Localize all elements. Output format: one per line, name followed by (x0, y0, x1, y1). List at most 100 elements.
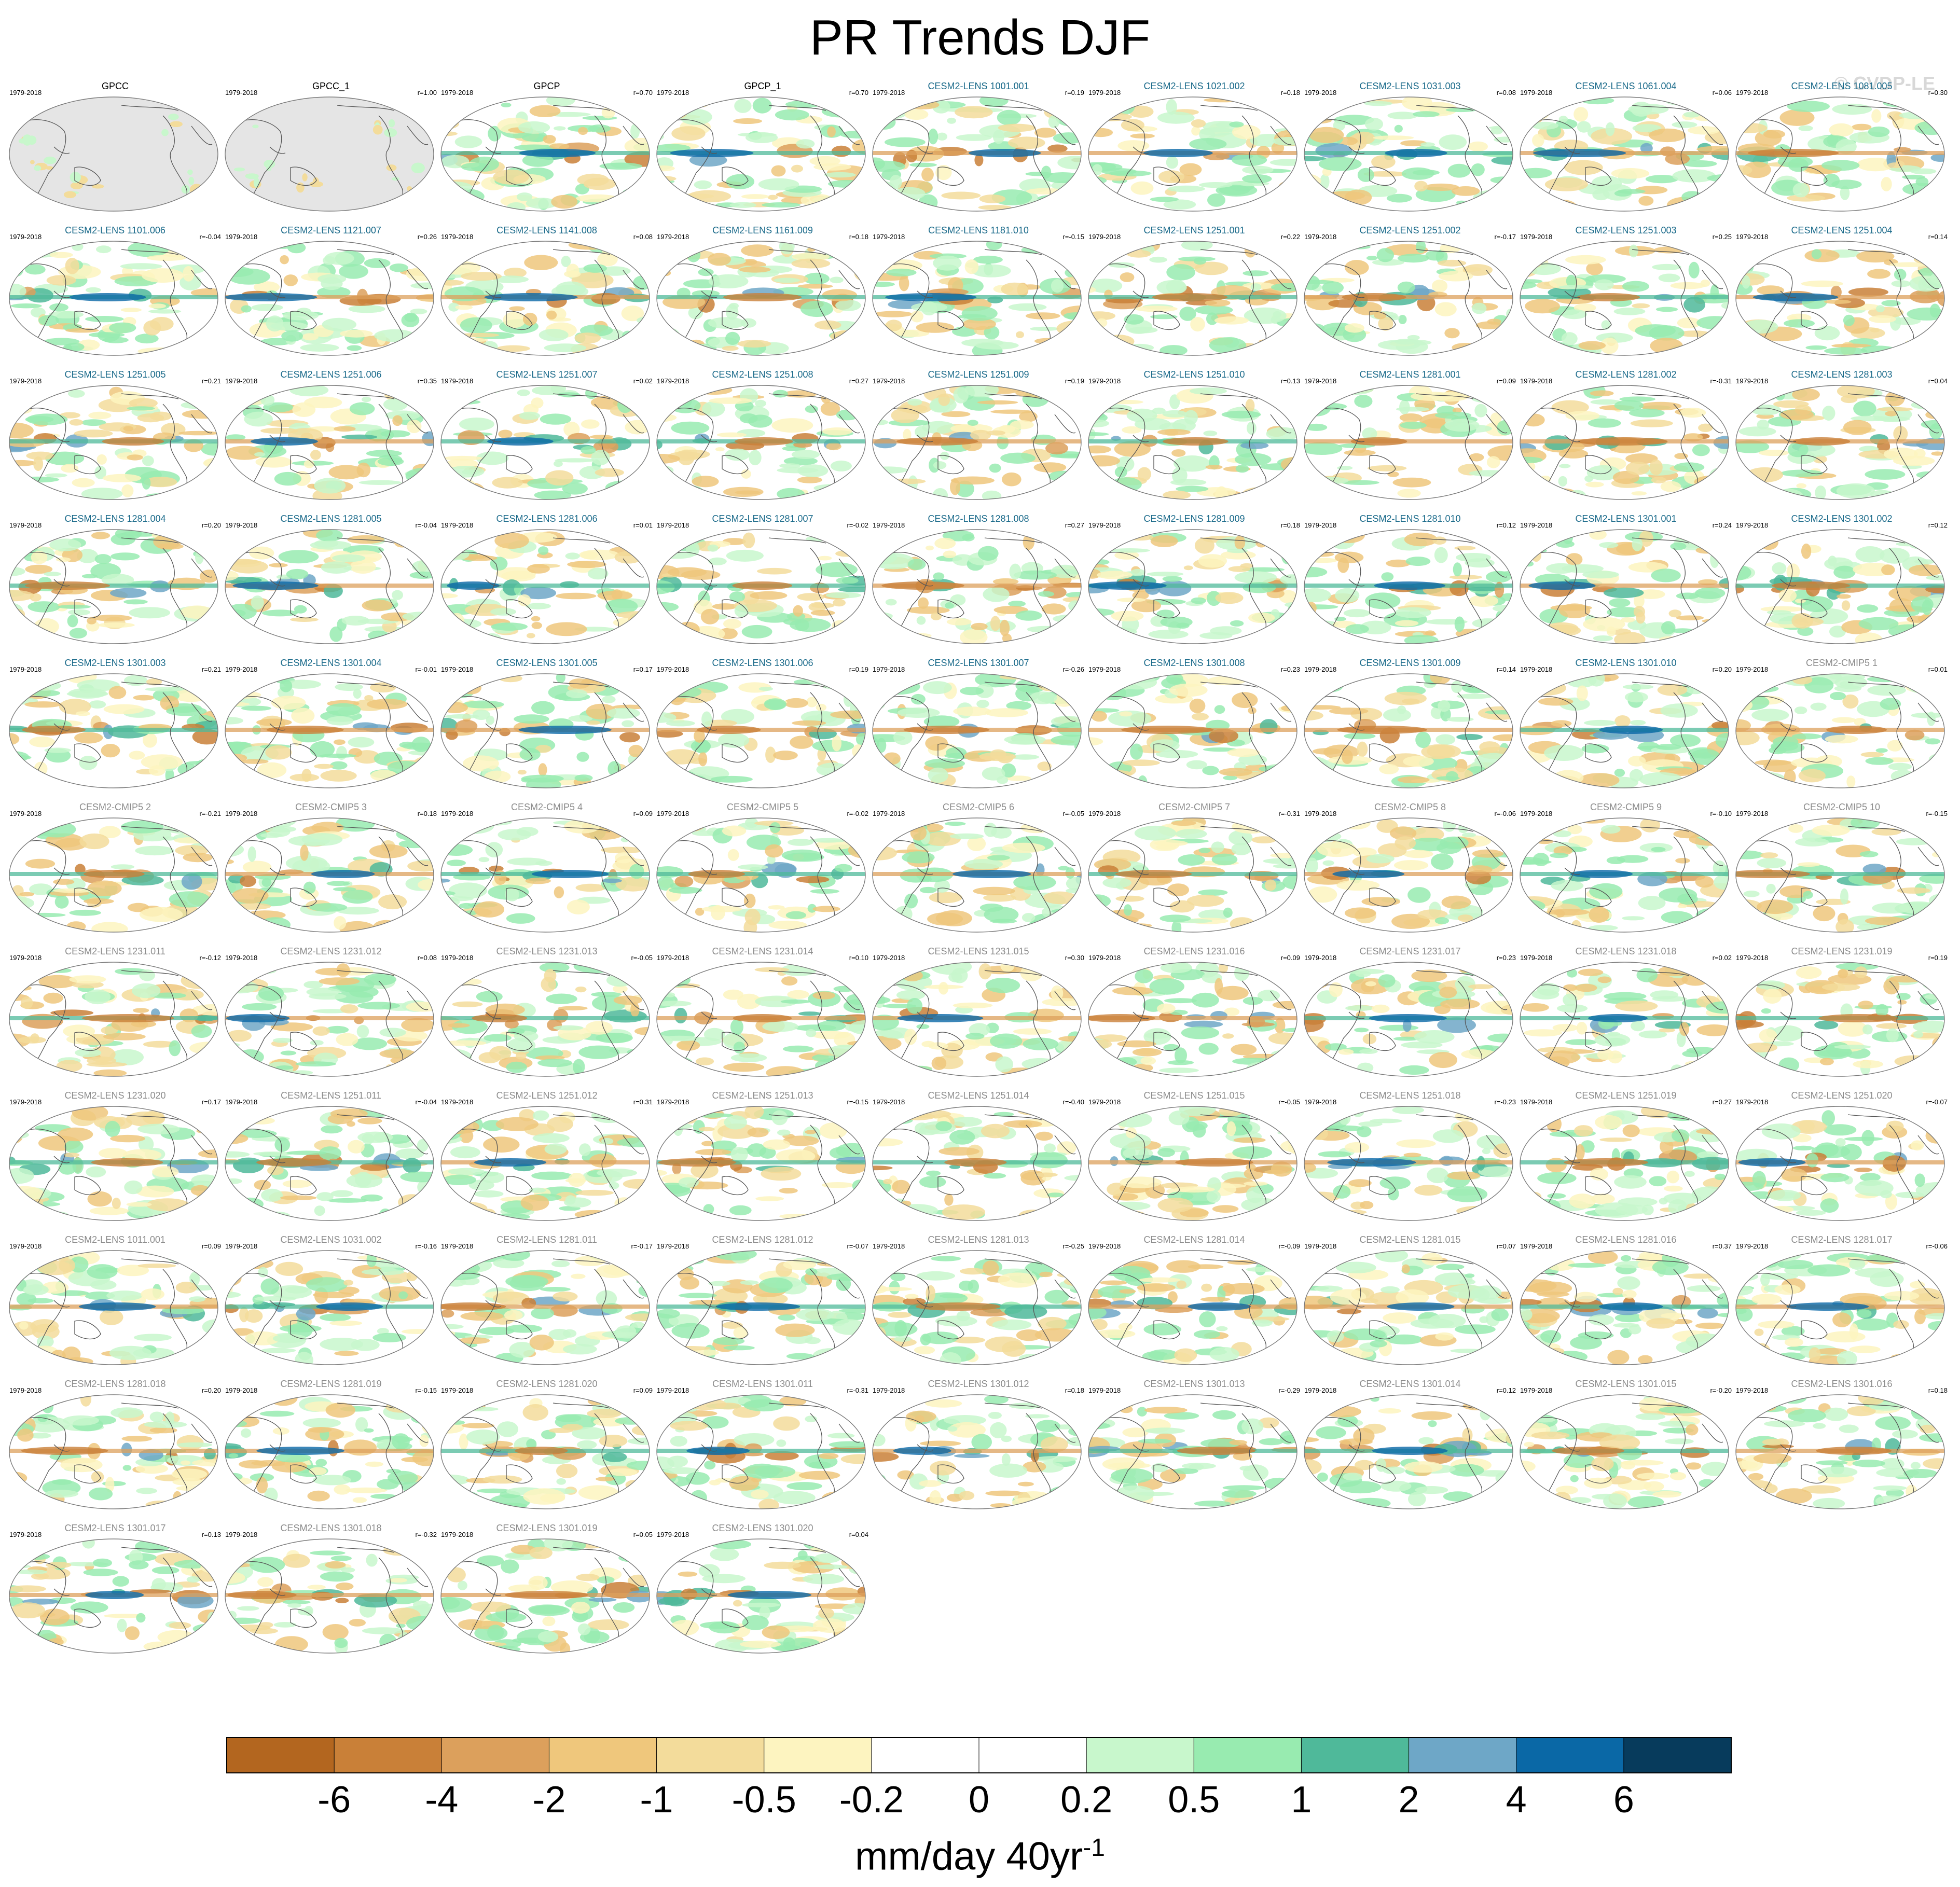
panel-period: 1979-2018 (1088, 89, 1121, 96)
panel-period: 1979-2018 (873, 377, 905, 385)
map-panel: CESM2-LENS 1301.020 1979-2018 r=0.04 (655, 1522, 871, 1658)
robinson-map (1088, 1394, 1298, 1509)
panel-title: CESM2-LENS 1281.006 (496, 514, 598, 524)
panel-title: CESM2-LENS 1251.019 (1575, 1090, 1677, 1101)
map-panel: CESM2-LENS 1011.001 1979-2018 r=0.09 (7, 1234, 223, 1370)
panel-period: 1979-2018 (1088, 954, 1121, 962)
panel-title: CESM2-LENS 1061.004 (1575, 81, 1677, 91)
panel-period: 1979-2018 (657, 521, 689, 529)
panel-correlation: r=-0.05 (1278, 1098, 1300, 1106)
panel-title: CESM2-LENS 1301.017 (64, 1523, 166, 1533)
panel-period: 1979-2018 (225, 1386, 258, 1394)
panel-title: CESM2-LENS 1181.010 (928, 225, 1029, 235)
robinson-map (440, 1106, 650, 1221)
robinson-map (225, 529, 434, 644)
map-panel: CESM2-LENS 1281.010 1979-2018 r=0.12 (1302, 513, 1518, 649)
map-panel: CESM2-LENS 1231.018 1979-2018 r=0.02 (1518, 946, 1734, 1081)
panel-period: 1979-2018 (441, 1098, 474, 1106)
panel-title: CESM2-LENS 1251.012 (496, 1090, 598, 1101)
panel-title: CESM2-LENS 1301.006 (712, 658, 813, 668)
robinson-map (440, 385, 650, 500)
robinson-map (9, 1538, 218, 1654)
panel-title: CESM2-LENS 1281.003 (1791, 369, 1893, 380)
panel-title: CESM2-LENS 1301.020 (712, 1523, 813, 1533)
panel-period: 1979-2018 (1736, 954, 1769, 962)
panel-correlation: r=1.00 (417, 89, 437, 96)
colorbar-tick-label: 0.5 (1168, 1779, 1220, 1821)
panel-correlation: r=-0.15 (1926, 810, 1948, 817)
panel-period: 1979-2018 (1520, 89, 1553, 96)
colorbar-swatch (1301, 1738, 1410, 1773)
panel-title: GPCP (533, 81, 560, 91)
robinson-map (1735, 673, 1945, 788)
panel-period: 1979-2018 (441, 954, 474, 962)
panel-title: CESM2-LENS 1281.007 (712, 514, 813, 524)
robinson-map (440, 817, 650, 933)
panel-period: 1979-2018 (1088, 1242, 1121, 1250)
panel-correlation: r=-0.21 (199, 810, 221, 817)
robinson-map (9, 529, 218, 644)
robinson-map (872, 1394, 1082, 1509)
robinson-map (440, 241, 650, 356)
robinson-map (1088, 1250, 1298, 1365)
map-panel: CESM2-LENS 1301.010 1979-2018 r=0.20 (1518, 657, 1734, 793)
panel-correlation: r=-0.04 (199, 233, 221, 241)
panel-title: CESM2-CMIP5 6 (942, 802, 1015, 812)
robinson-map (656, 529, 866, 644)
colorbar-swatch (764, 1738, 872, 1773)
robinson-map (1520, 96, 1729, 212)
panel-title: CESM2-LENS 1251.004 (1791, 225, 1893, 235)
panel-period: 1979-2018 (657, 665, 689, 673)
map-panel: CESM2-LENS 1281.011 1979-2018 r=-0.17 (439, 1234, 655, 1370)
panel-period: 1979-2018 (441, 89, 474, 96)
panel-correlation: r=0.18 (1928, 1386, 1948, 1394)
panel-period: 1979-2018 (873, 1242, 905, 1250)
panel-period: 1979-2018 (657, 89, 689, 96)
watermark: © CVDP-LE (1834, 73, 1935, 94)
panel-correlation: r=-0.31 (847, 1386, 868, 1394)
map-panel: CESM2-LENS 1281.007 1979-2018 r=-0.02 (655, 513, 871, 649)
panel-title: CESM2-LENS 1301.014 (1359, 1379, 1461, 1389)
panel-correlation: r=0.22 (1280, 233, 1300, 241)
robinson-map (9, 1106, 218, 1221)
panel-correlation: r=0.02 (1712, 954, 1732, 962)
panel-period: 1979-2018 (657, 377, 689, 385)
robinson-map (1304, 1106, 1513, 1221)
robinson-map (225, 385, 434, 500)
panel-period: 1979-2018 (441, 665, 474, 673)
panel-correlation: r=0.09 (1496, 377, 1516, 385)
panel-correlation: r=0.20 (1712, 665, 1732, 673)
map-panel: CESM2-LENS 1281.009 1979-2018 r=0.18 (1086, 513, 1302, 649)
panel-title: CESM2-LENS 1251.008 (712, 369, 813, 380)
panel-correlation: r=0.18 (1280, 521, 1300, 529)
panel-period: 1979-2018 (1736, 810, 1769, 817)
panel-period: 1979-2018 (9, 1242, 42, 1250)
robinson-map (656, 241, 866, 356)
panel-title: CESM2-LENS 1231.011 (65, 946, 165, 956)
colorbar-swatch (441, 1738, 549, 1773)
panel-period: 1979-2018 (657, 1242, 689, 1250)
robinson-map (1735, 385, 1945, 500)
robinson-map (872, 1106, 1082, 1221)
panel-period: 1979-2018 (1736, 1386, 1769, 1394)
panel-period: 1979-2018 (657, 1386, 689, 1394)
panel-period: 1979-2018 (1520, 1242, 1553, 1250)
map-panel: CESM2-LENS 1251.002 1979-2018 r=-0.17 (1302, 225, 1518, 360)
panel-period: 1979-2018 (1088, 810, 1121, 817)
map-panel: CESM2-LENS 1061.004 1979-2018 r=0.06 (1518, 80, 1734, 216)
panel-title: CESM2-LENS 1301.011 (712, 1379, 813, 1389)
map-panel: CESM2-LENS 1281.006 1979-2018 r=0.01 (439, 513, 655, 649)
robinson-map (440, 962, 650, 1077)
panel-period: 1979-2018 (1088, 665, 1121, 673)
map-panel: CESM2-LENS 1281.001 1979-2018 r=0.09 (1302, 369, 1518, 505)
robinson-map (1735, 1250, 1945, 1365)
panel-correlation: r=-0.17 (1494, 233, 1516, 241)
map-panel: CESM2-LENS 1281.019 1979-2018 r=-0.15 (223, 1378, 439, 1514)
robinson-map (872, 962, 1082, 1077)
panel-correlation: r=-0.07 (847, 1242, 868, 1250)
robinson-map (1088, 1106, 1298, 1221)
map-panel: CESM2-LENS 1231.016 1979-2018 r=0.09 (1086, 946, 1302, 1081)
robinson-map (225, 962, 434, 1077)
robinson-map (872, 817, 1082, 933)
panel-correlation: r=0.30 (1928, 89, 1948, 96)
